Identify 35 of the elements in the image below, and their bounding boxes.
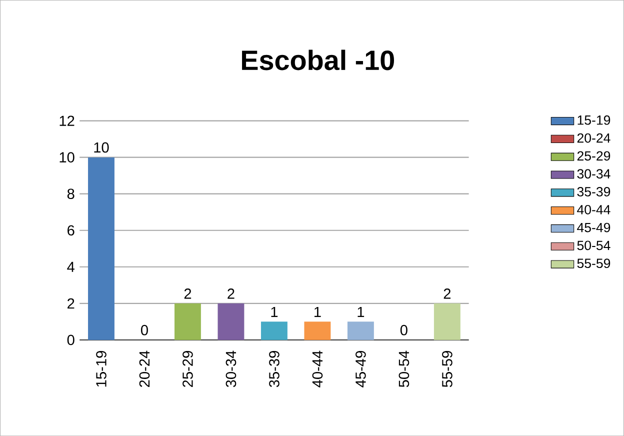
legend-label: 25-29 [577,151,610,161]
data-label: 2 [228,288,234,299]
x-tick-label: 35-39 [269,350,280,388]
y-tick-label: 6 [68,225,74,236]
y-tick-label: 8 [67,188,74,199]
x-tick-label: 20-24 [139,350,150,387]
x-tick-label: 30-34 [226,350,236,388]
legend-label: 30-34 [577,169,610,178]
y-tick-label: 0 [67,334,74,346]
x-tick-label: 40-44 [312,350,323,388]
legend-label: 40-44 [577,204,610,214]
y-tick-label: 2 [68,298,74,308]
y-tick-label: 10 [60,152,74,162]
legend-label: 20-24 [577,133,610,143]
legend-label: 55-59 [577,258,610,268]
x-tick-label: 25-29 [182,350,193,387]
x-tick-label: 50-54 [398,350,410,387]
legend-label: 45-49 [577,222,610,232]
data-label: 2 [184,288,192,299]
legend-label: 15-19 [578,115,610,125]
data-label: 0 [140,324,148,336]
data-label: 0 [400,324,408,336]
x-tick-label: 55-59 [442,350,452,387]
y-tick-label: 12 [60,116,74,126]
legend-label: 50-54 [577,240,610,250]
y-tick-label: 4 [67,262,74,272]
data-label: 1 [358,306,364,317]
data-label: 1 [271,306,278,317]
data-label: 2 [444,288,451,299]
chart-title: Escobal -10 [242,50,394,70]
data-label: 10 [94,142,109,153]
x-tick-label: 15-19 [96,350,106,386]
data-label: 1 [314,306,321,317]
x-tick-label: 45-49 [356,350,366,388]
legend-label: 35-39 [577,186,610,196]
